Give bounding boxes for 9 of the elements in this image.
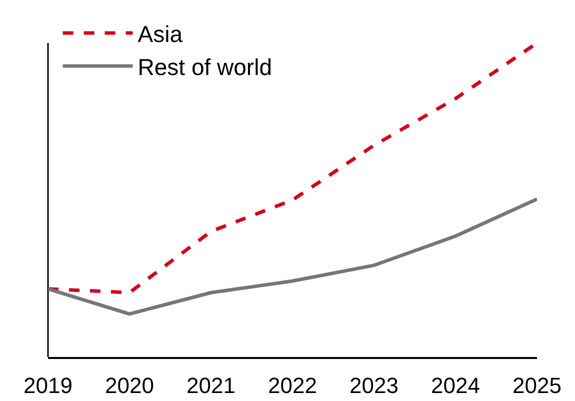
legend-label: Asia <box>138 21 183 48</box>
legend-label: Rest of world <box>138 54 272 80</box>
x-tick-label: 2025 <box>512 373 562 398</box>
x-tick-label: 2024 <box>431 373 480 398</box>
x-tick-label: 2022 <box>268 373 317 398</box>
x-tick-label: 2020 <box>105 373 154 398</box>
x-tick-label: 2019 <box>24 373 72 398</box>
x-tick-label: 2021 <box>186 373 236 398</box>
x-tick-label: 2023 <box>350 373 398 398</box>
